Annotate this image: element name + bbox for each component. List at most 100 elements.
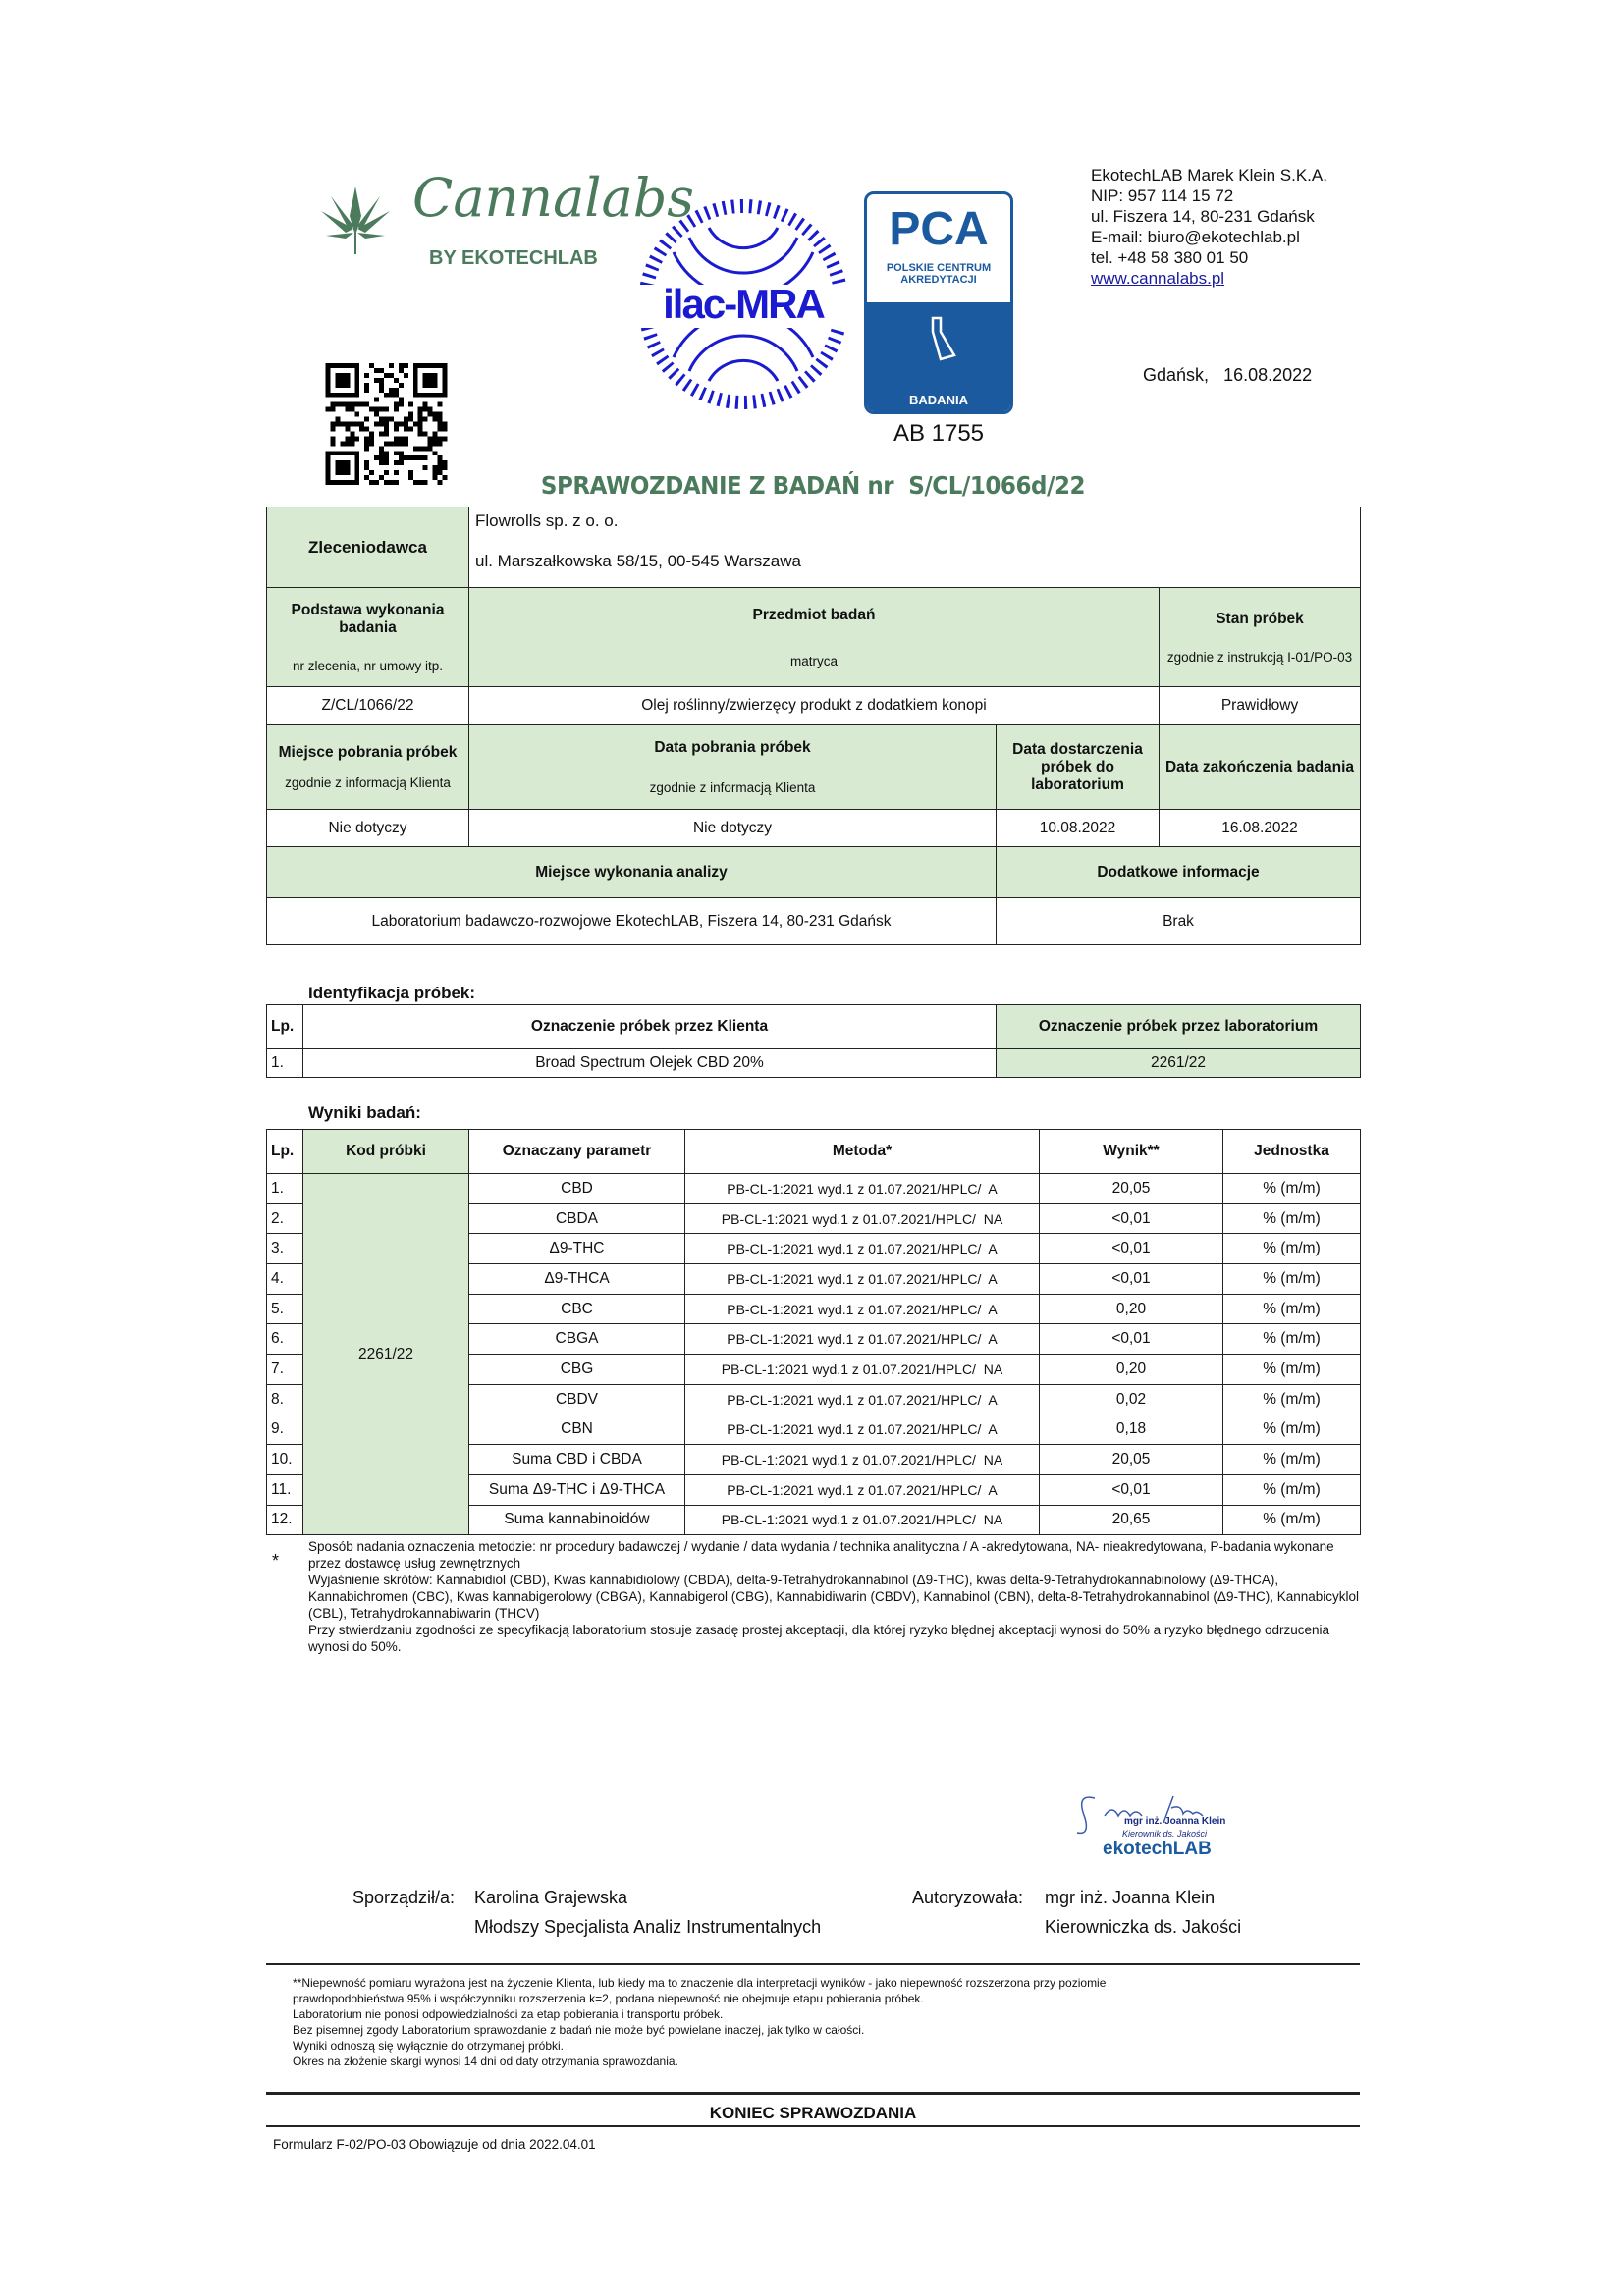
parameter: CBGA (468, 1323, 685, 1356)
result-value: 0,02 (1039, 1383, 1223, 1415)
result-row: 1. 2261/22 CBD PB-CL-1:2021 wyd.1 z 01.07.2… (266, 1172, 1361, 1536)
parameter: CBDA (468, 1202, 685, 1235)
unit: % (m/m) (1222, 1293, 1361, 1325)
pca-logo: PCA Polskie Centrum Akredytacji BADANIA (864, 191, 1013, 414)
unit: % (m/m) (1222, 1173, 1361, 1204)
results-header-row: Lp. Kod próbki Oznaczany parametr Metoda* Wy… (266, 1129, 1361, 1174)
method: PB-CL-1:2021 wyd.1 z 01.07.2021/HPLC/ A (684, 1383, 1040, 1415)
method: PB-CL-1:2021 wyd.1 z 01.07.2021/HPLC/ NA (684, 1354, 1040, 1385)
unit: % (m/m) (1222, 1202, 1361, 1235)
result-value: 0,18 (1039, 1414, 1223, 1446)
flask-icon (931, 316, 956, 361)
result-row: 12. Suma kannabinoidów PB-CL-1:2021 wyd.1 … (266, 1504, 1361, 1536)
result-row: 4. Δ9-THCA PB-CL-1:2021 wyd.1 z 01.07.2021… (266, 1263, 1361, 1295)
method: PB-CL-1:2021 wyd.1 z 01.07.2021/HPLC/ NA (684, 1504, 1040, 1536)
info-table: Zleceniodawca Flowrolls sp. z o. o. ul. M… (266, 507, 1362, 945)
row-number: 6. (266, 1323, 303, 1356)
end-of-report: KONIEC SPRAWOZDANIA (709, 2104, 917, 2122)
parameter: CBN (468, 1414, 685, 1446)
result-value: <0,01 (1039, 1473, 1223, 1506)
row-number: 11. (266, 1473, 303, 1506)
row-number: 7. (266, 1354, 303, 1385)
method: PB-CL-1:2021 wyd.1 z 01.07.2021/HPLC/ A (684, 1293, 1040, 1325)
row-number: 8. (266, 1383, 303, 1415)
result-row: 5. CBC PB-CL-1:2021 wyd.1 z 01.07.2021/HPL… (266, 1293, 1361, 1325)
divider (266, 2125, 1360, 2127)
row-number: 2. (266, 1202, 303, 1235)
identification-table: Lp. Oznaczenie próbek przez Klienta Oznacz… (266, 1004, 1361, 1078)
unit: % (m/m) (1222, 1383, 1361, 1415)
result-value: <0,01 (1039, 1233, 1223, 1265)
cannabis-leaf-icon (321, 187, 390, 254)
method: PB-CL-1:2021 wyd.1 z 01.07.2021/HPLC/ A (684, 1173, 1040, 1204)
result-value: 20,05 (1039, 1444, 1223, 1475)
parameter: CBG (468, 1354, 685, 1385)
row-number: 10. (266, 1444, 303, 1475)
form-id: Formularz F-02/PO-03 Obowiązuje od dnia … (273, 2137, 596, 2152)
unit: % (m/m) (1222, 1504, 1361, 1536)
method: PB-CL-1:2021 wyd.1 z 01.07.2021/HPLC/ A (684, 1323, 1040, 1356)
result-row: 6. CBGA PB-CL-1:2021 wyd.1 z 01.07.2021/HP… (266, 1323, 1361, 1356)
unit: % (m/m) (1222, 1444, 1361, 1475)
sample-code: 2261/22 (302, 1172, 469, 1536)
unit: % (m/m) (1222, 1323, 1361, 1356)
ilac-mra-logo: ilac-MRA (634, 198, 852, 411)
result-row: 9. CBN PB-CL-1:2021 wyd.1 z 01.07.2021/HPL… (266, 1414, 1361, 1446)
result-value: <0,01 (1039, 1202, 1223, 1235)
results-heading: Wyniki badań: (308, 1103, 421, 1122)
row-number: 1. (266, 1173, 303, 1204)
parameter: CBD (468, 1173, 685, 1204)
result-value: <0,01 (1039, 1263, 1223, 1295)
client-address: ul. Marszałkowska 58/15, 00-545 Warszawa (475, 552, 801, 570)
result-value: 20,65 (1039, 1504, 1223, 1536)
report-number: S/CL/1066d/22 (908, 471, 1086, 500)
row-number: 5. (266, 1293, 303, 1325)
company-address: EkotechLAB Marek Klein S.K.A. NIP: 957 1… (1091, 166, 1327, 288)
cannalabs-wordmark: Cannalabs (412, 167, 695, 229)
unit: % (m/m) (1222, 1473, 1361, 1506)
unit: % (m/m) (1222, 1233, 1361, 1265)
result-row: 7. CBG PB-CL-1:2021 wyd.1 z 01.07.2021/HPL… (266, 1354, 1361, 1385)
method: PB-CL-1:2021 wyd.1 z 01.07.2021/HPLC/ A (684, 1233, 1040, 1265)
parameter: Suma kannabinoidów (468, 1504, 685, 1536)
result-row: 11. Suma Δ9-THC i Δ9-THCA PB-CL-1:2021 wyd… (266, 1473, 1361, 1506)
parameter: CBC (468, 1293, 685, 1325)
disclaimer: **Niepewność pomiaru wyrażona jest na ży… (293, 1976, 1107, 2068)
row-number: 12. (266, 1504, 303, 1536)
result-value: 0,20 (1039, 1354, 1223, 1385)
method: PB-CL-1:2021 wyd.1 z 01.07.2021/HPLC/ NA (684, 1444, 1040, 1475)
result-value: 20,05 (1039, 1173, 1223, 1204)
identification-heading: Identyfikacja próbek: (308, 984, 476, 1002)
result-value: <0,01 (1039, 1323, 1223, 1356)
row-number: 4. (266, 1263, 303, 1295)
method: PB-CL-1:2021 wyd.1 z 01.07.2021/HPLC/ NA (684, 1202, 1040, 1235)
method: PB-CL-1:2021 wyd.1 z 01.07.2021/HPLC/ A (684, 1473, 1040, 1506)
method: PB-CL-1:2021 wyd.1 z 01.07.2021/HPLC/ A (684, 1414, 1040, 1446)
accreditation-number: AB 1755 (893, 420, 985, 447)
cannalabs-logo: Cannalabs BY EKOTECHLAB (316, 167, 694, 275)
report-date: Gdańsk, 16.08.2022 (1143, 365, 1313, 385)
row-number: 9. (266, 1414, 303, 1446)
report-title: SPRAWOZDANIE Z BADAŃ nr S/CL/1066d/22 (540, 471, 1086, 500)
qr-code (325, 363, 448, 485)
divider (266, 1963, 1360, 1965)
result-row: 3. Δ9-THC PB-CL-1:2021 wyd.1 z 01.07.2021/… (266, 1233, 1361, 1265)
results-table: Lp. Kod próbki Oznaczany parametr Metoda* Wy… (266, 1129, 1361, 1536)
parameter: Suma Δ9-THC i Δ9-THCA (468, 1473, 685, 1506)
parameter: Δ9-THCA (468, 1263, 685, 1295)
result-row: 10. Suma CBD i CBDA PB-CL-1:2021 wyd.1 z 0… (266, 1444, 1361, 1475)
method-notes: Sposób nadania oznaczenia metodzie: nr p… (308, 1539, 1359, 1654)
method: PB-CL-1:2021 wyd.1 z 01.07.2021/HPLC/ A (684, 1263, 1040, 1295)
divider (266, 2092, 1360, 2095)
result-row: 8. CBDV PB-CL-1:2021 wyd.1 z 01.07.2021/HP… (266, 1383, 1361, 1415)
result-row: 2. CBDA PB-CL-1:2021 wyd.1 z 01.07.2021/HP… (266, 1202, 1361, 1235)
parameter: Δ9-THC (468, 1233, 685, 1265)
signature-stamp: mgr inż. Joanna Klein Kierownik ds. Jako… (1065, 1789, 1271, 1865)
website-link[interactable]: www.cannalabs.pl (1091, 269, 1225, 288)
parameter: Suma CBD i CBDA (468, 1444, 685, 1475)
parameter: CBDV (468, 1383, 685, 1415)
unit: % (m/m) (1222, 1263, 1361, 1295)
client-name: Flowrolls sp. z o. o. (475, 511, 619, 530)
unit: % (m/m) (1222, 1354, 1361, 1385)
row-number: 3. (266, 1233, 303, 1265)
